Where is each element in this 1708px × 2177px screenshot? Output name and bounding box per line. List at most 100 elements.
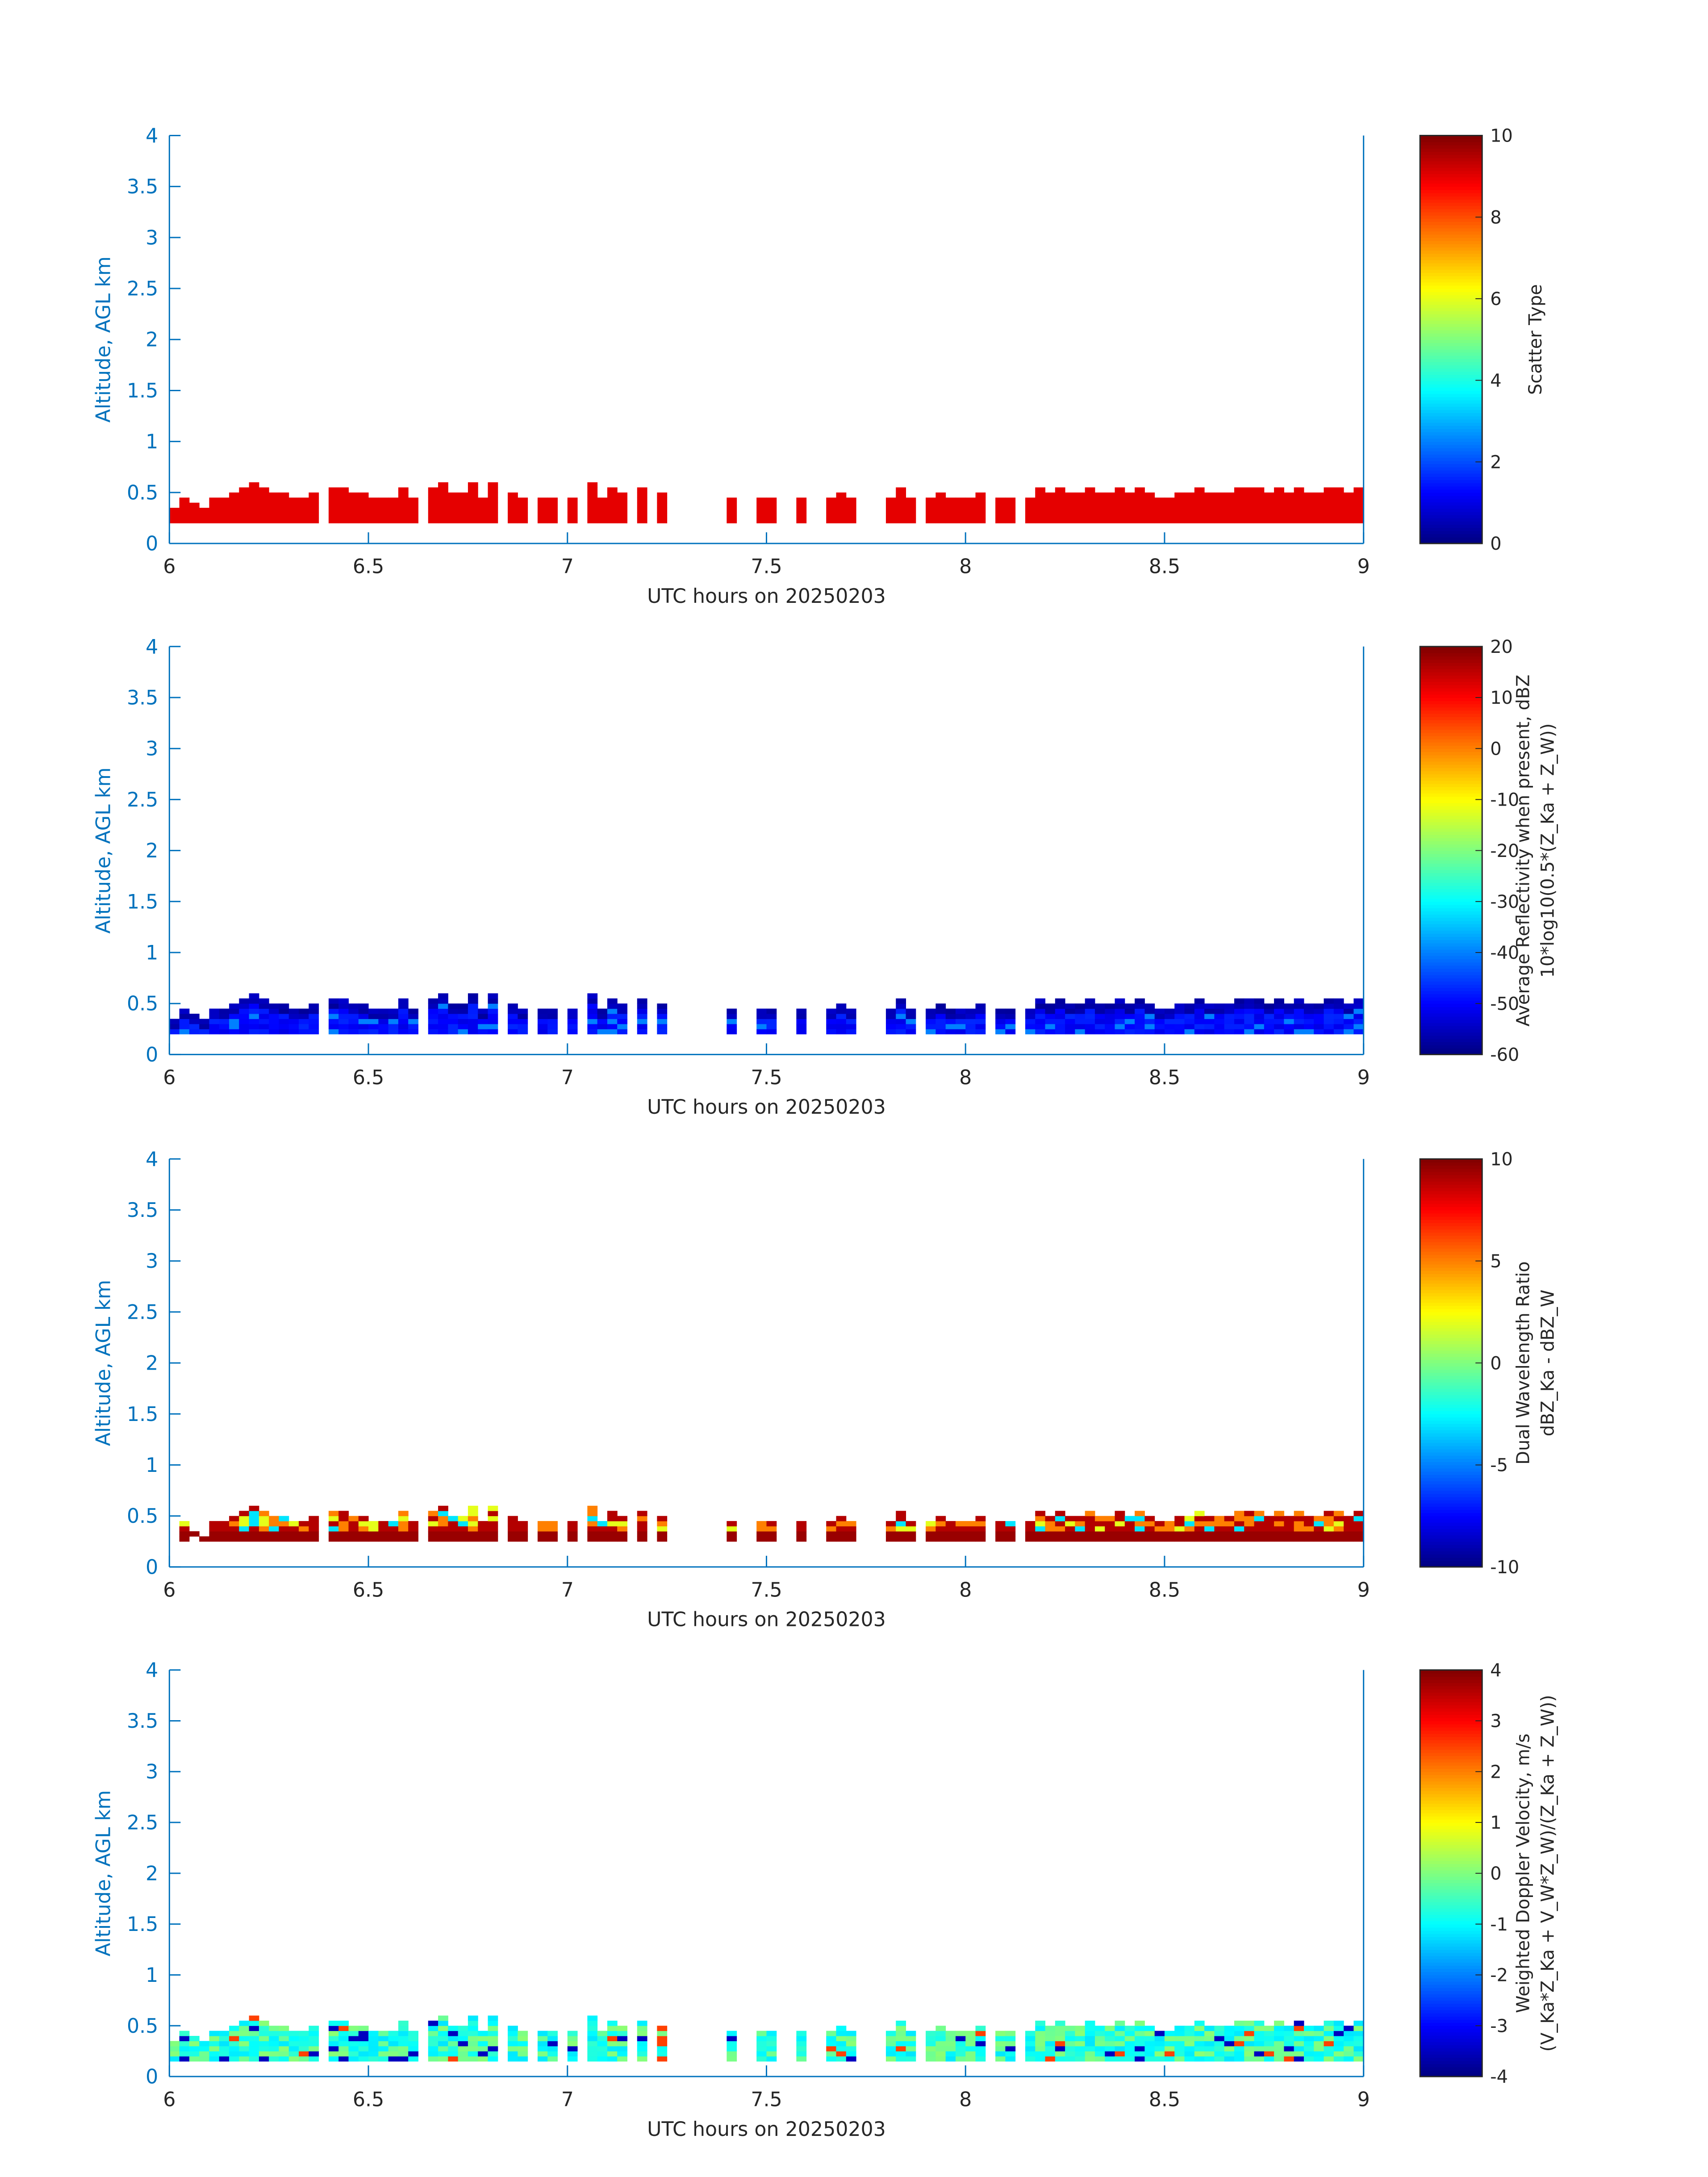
heatmap-cell xyxy=(488,2041,498,2047)
heatmap-cell xyxy=(488,998,498,1004)
heatmap-cell xyxy=(508,2056,518,2062)
colorbar-step xyxy=(1420,1241,1482,1245)
heatmap-cell xyxy=(607,1521,618,1527)
heatmap-cell xyxy=(796,1521,807,1527)
heatmap-cell xyxy=(1234,1029,1244,1035)
heatmap-cell xyxy=(299,1014,309,1019)
heatmap-cell xyxy=(1344,1003,1354,1009)
heatmap-cell xyxy=(388,1014,399,1019)
heatmap-cell xyxy=(428,518,438,523)
heatmap-cell xyxy=(299,502,309,508)
heatmap-cell xyxy=(896,492,906,498)
heatmap-cell xyxy=(269,513,279,518)
heatmap-cell xyxy=(727,1019,737,1024)
heatmap-cell xyxy=(1284,1531,1295,1537)
heatmap-cell xyxy=(448,1516,459,1521)
colorbar-step xyxy=(1420,269,1482,273)
heatmap-cell xyxy=(1124,518,1135,523)
heatmap-cell xyxy=(378,2036,389,2041)
colorbar-step xyxy=(1420,981,1482,985)
colorbar-step xyxy=(1420,1417,1482,1421)
heatmap-cell xyxy=(288,2031,299,2036)
heatmap-cell xyxy=(259,2041,269,2047)
colorbar-step xyxy=(1420,1344,1482,1348)
heatmap-cell xyxy=(965,2051,976,2057)
colorbar-step xyxy=(1420,352,1482,356)
colorbar-step xyxy=(1420,228,1482,232)
colorbar-step xyxy=(1420,2026,1482,2030)
heatmap-cell xyxy=(1333,1511,1344,1517)
heatmap-cell xyxy=(1025,1014,1036,1019)
colorbar-step xyxy=(1420,1895,1482,1899)
heatmap-cell xyxy=(1094,1516,1105,1521)
heatmap-cell xyxy=(926,1014,936,1019)
colorbar-step xyxy=(1420,1790,1482,1794)
heatmap-cell xyxy=(1035,2026,1046,2031)
heatmap-cell xyxy=(1333,2026,1344,2031)
heatmap-cell xyxy=(488,1019,498,1024)
heatmap-cell xyxy=(1204,2036,1215,2041)
colorbar-step xyxy=(1420,1860,1482,1864)
heatmap-cell xyxy=(1333,2041,1344,2047)
heatmap-cell xyxy=(229,1531,239,1537)
heatmap-cell xyxy=(358,1024,369,1029)
colorbar-step xyxy=(1420,1449,1482,1453)
heatmap-cell xyxy=(796,2041,807,2047)
heatmap-cell xyxy=(945,1029,956,1035)
heatmap-cell xyxy=(965,1536,976,1542)
heatmap-cell xyxy=(1274,518,1284,523)
heatmap-cell xyxy=(309,2041,319,2047)
heatmap-cell xyxy=(1085,502,1095,508)
heatmap-cell xyxy=(597,502,608,508)
heatmap-cell xyxy=(1234,1536,1244,1542)
y-tick-label: 1.5 xyxy=(127,1913,158,1936)
heatmap-cell xyxy=(766,1014,777,1019)
heatmap-cell xyxy=(537,1008,548,1014)
heatmap-cell xyxy=(975,2036,986,2041)
colorbar-step xyxy=(1420,247,1482,251)
heatmap-cell xyxy=(448,1536,459,1542)
heatmap-cell xyxy=(1194,1024,1205,1029)
heatmap-cell xyxy=(1224,2031,1235,2036)
colorbar-step xyxy=(1420,1755,1482,1759)
heatmap-cell xyxy=(249,2056,259,2062)
colorbar-step xyxy=(1420,1375,1482,1379)
heatmap-cell xyxy=(348,2041,359,2047)
colorbar-step xyxy=(1420,1914,1482,1918)
heatmap-cell xyxy=(1055,1526,1065,1532)
heatmap-cell xyxy=(169,1029,180,1035)
heatmap-cell xyxy=(846,502,856,508)
heatmap-cell xyxy=(229,1536,239,1542)
heatmap-cell xyxy=(935,2026,946,2031)
heatmap-cell xyxy=(368,1019,379,1024)
heatmap-cell xyxy=(1144,1526,1155,1532)
heatmap-cell xyxy=(1035,2041,1046,2047)
colorbar-step xyxy=(1420,1187,1482,1191)
y-tick-label: 2.5 xyxy=(127,789,158,811)
heatmap-cell xyxy=(975,1019,986,1024)
heatmap-cell xyxy=(1194,497,1205,503)
heatmap-cell xyxy=(1244,1521,1255,1527)
heatmap-cell xyxy=(537,1014,548,1019)
heatmap-cell xyxy=(398,1521,409,1527)
heatmap-cell xyxy=(896,2046,906,2052)
heatmap-cell xyxy=(935,1029,946,1035)
heatmap-cell xyxy=(766,2056,777,2062)
heatmap-cell xyxy=(836,497,847,503)
heatmap-cell xyxy=(508,1029,518,1035)
heatmap-cell xyxy=(458,492,468,498)
heatmap-cell xyxy=(1264,1536,1274,1542)
heatmap-cell xyxy=(1005,1526,1016,1532)
heatmap-cell xyxy=(239,1014,250,1019)
heatmap-cell xyxy=(1284,518,1295,523)
colorbar-step xyxy=(1420,1994,1482,1998)
heatmap-cell xyxy=(1194,1003,1205,1009)
heatmap-cell xyxy=(727,1521,737,1527)
heatmap-cell xyxy=(199,1536,209,1542)
heatmap-cell xyxy=(796,2056,807,2062)
heatmap-cell xyxy=(826,1024,837,1029)
heatmap-cell xyxy=(468,492,478,498)
heatmap-cell xyxy=(1124,502,1135,508)
heatmap-cell xyxy=(518,1024,528,1029)
heatmap-cell xyxy=(348,518,359,523)
